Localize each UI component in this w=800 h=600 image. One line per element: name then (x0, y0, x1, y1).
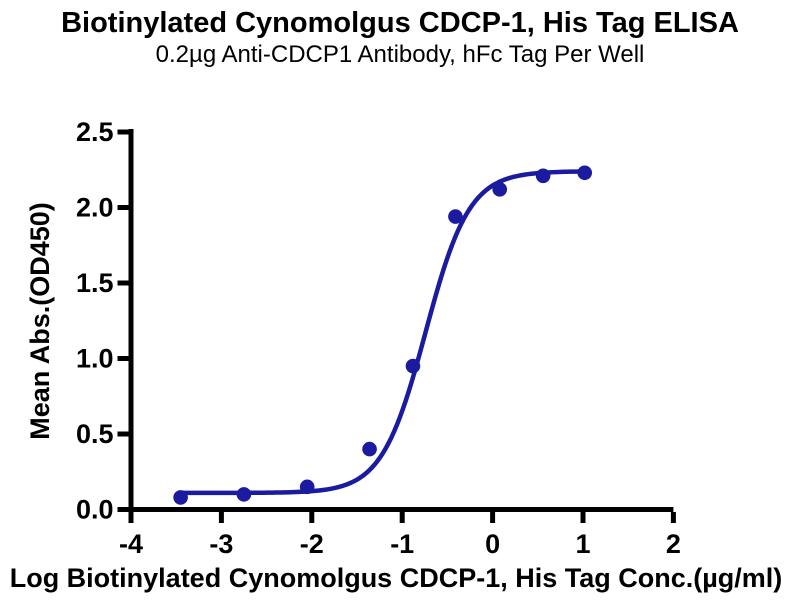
data-point (448, 209, 463, 224)
chart-title: Biotinylated Cynomolgus CDCP-1, His Tag … (61, 7, 739, 39)
y-tick-label: 1.5 (76, 268, 114, 298)
data-point (362, 441, 377, 457)
data-point (236, 487, 252, 502)
x-tick-label: -1 (390, 529, 414, 559)
y-tick-label: 0.0 (76, 495, 114, 525)
x-tick-label: 1 (575, 529, 590, 559)
x-tick-label: -2 (300, 529, 324, 559)
x-tick-label: -4 (119, 529, 143, 559)
chart-subtitle: 0.2µg Anti-CDCP1 Antibody, hFc Tag Per W… (156, 41, 645, 68)
data-point (173, 490, 188, 505)
y-tick-label: 2.5 (76, 117, 114, 147)
x-axis-label: Log Biotinylated Cynomolgus CDCP-1, His … (10, 563, 783, 593)
y-axis-label: Mean Abs.(OD450) (25, 202, 55, 440)
data-point (492, 182, 508, 197)
x-tick-label: 0 (485, 529, 500, 559)
x-tick-label: -3 (209, 529, 233, 559)
data-point (299, 479, 315, 495)
data-point (577, 165, 593, 181)
y-tick-label: 1.0 (76, 344, 114, 374)
x-tick-label: 2 (666, 529, 681, 559)
data-point (535, 168, 551, 184)
y-tick-label: 0.5 (76, 419, 114, 449)
plot-area: 0.0 0.5 1.0 1.5 2.0 2.5 -4 -3 -2 -1 0 1 2 (76, 117, 681, 559)
y-tick-label: 2.0 (76, 193, 114, 223)
data-point (405, 358, 421, 374)
fit-curve (178, 169, 587, 496)
